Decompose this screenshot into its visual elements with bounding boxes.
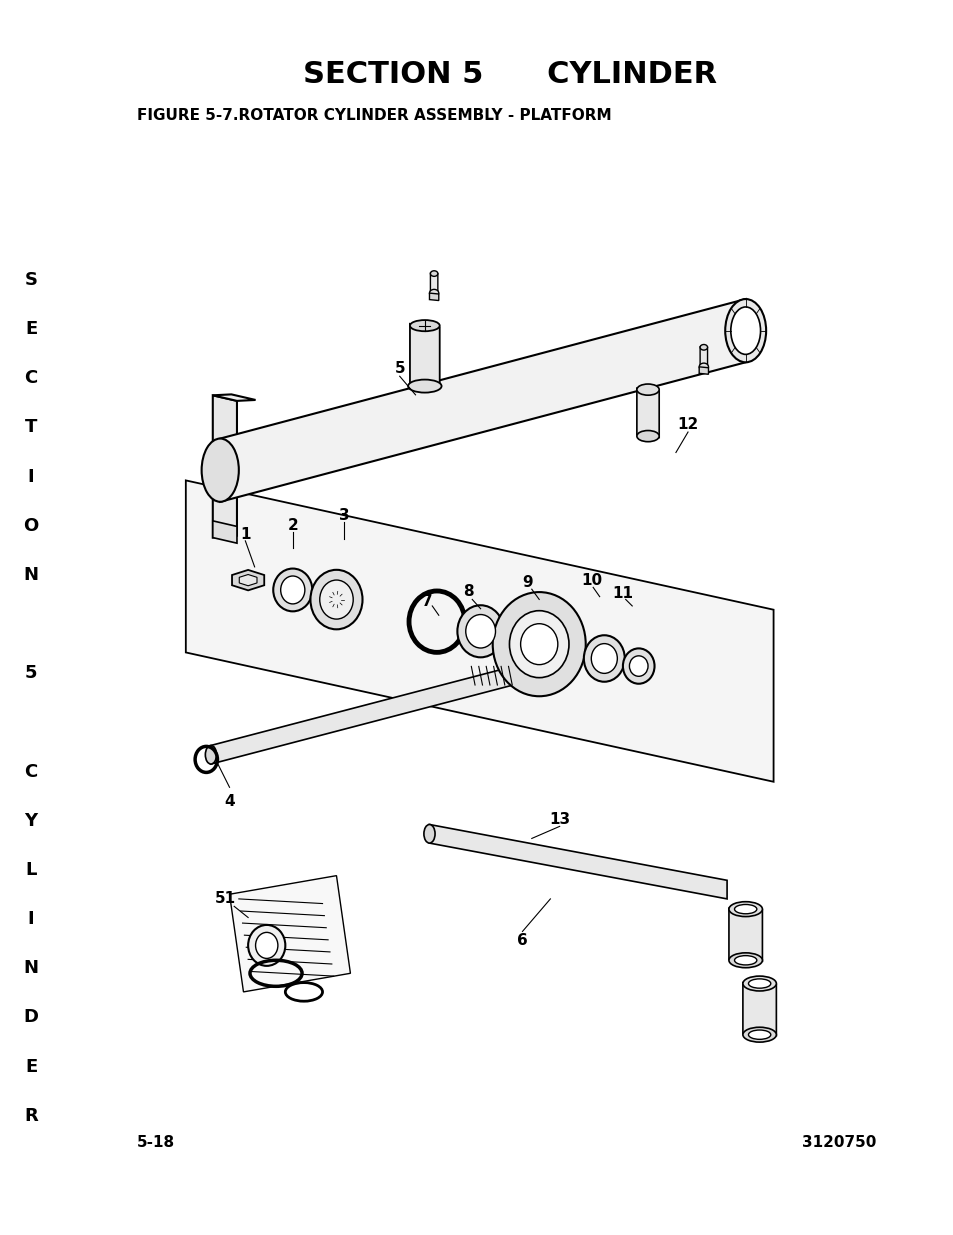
Text: 5: 5: [25, 664, 37, 682]
Ellipse shape: [429, 289, 438, 296]
Ellipse shape: [637, 384, 659, 395]
Text: I: I: [28, 468, 34, 485]
Ellipse shape: [748, 979, 770, 988]
Polygon shape: [211, 667, 513, 764]
Text: E: E: [25, 1057, 37, 1076]
Text: 1: 1: [240, 527, 251, 542]
Text: N: N: [24, 960, 38, 977]
Text: SECTION 5      CYLINDER: SECTION 5 CYLINDER: [303, 61, 717, 89]
Ellipse shape: [622, 648, 654, 684]
Text: S: S: [25, 270, 37, 289]
Ellipse shape: [730, 308, 760, 354]
Text: T: T: [25, 419, 37, 436]
Ellipse shape: [520, 624, 558, 664]
Ellipse shape: [734, 956, 756, 965]
Ellipse shape: [408, 379, 441, 393]
Text: L: L: [26, 861, 36, 879]
Polygon shape: [232, 569, 264, 590]
Text: 8: 8: [463, 584, 474, 599]
Ellipse shape: [430, 270, 437, 277]
Text: R: R: [24, 1107, 38, 1125]
Ellipse shape: [591, 643, 617, 673]
Text: FIGURE 5-7.ROTATOR CYLINDER ASSEMBLY - PLATFORM: FIGURE 5-7.ROTATOR CYLINDER ASSEMBLY - P…: [136, 109, 611, 124]
Ellipse shape: [423, 825, 435, 844]
Ellipse shape: [629, 656, 647, 677]
Polygon shape: [429, 293, 438, 300]
Text: Y: Y: [25, 811, 37, 830]
Text: C: C: [25, 369, 37, 388]
Text: 6: 6: [517, 934, 527, 948]
Text: 13: 13: [549, 813, 570, 827]
Text: I: I: [28, 910, 34, 927]
Polygon shape: [637, 388, 659, 437]
Text: 10: 10: [581, 573, 602, 588]
Ellipse shape: [509, 610, 568, 678]
Polygon shape: [213, 521, 236, 543]
Polygon shape: [213, 395, 236, 537]
Text: 3: 3: [338, 509, 349, 524]
Ellipse shape: [742, 976, 776, 990]
Polygon shape: [186, 480, 773, 782]
Ellipse shape: [255, 932, 277, 958]
Polygon shape: [239, 574, 256, 585]
Text: 5-18: 5-18: [136, 1135, 174, 1150]
Ellipse shape: [583, 635, 624, 682]
Ellipse shape: [748, 1030, 770, 1040]
Ellipse shape: [492, 592, 585, 697]
Polygon shape: [700, 346, 707, 367]
Ellipse shape: [456, 605, 503, 657]
Ellipse shape: [280, 576, 305, 604]
Polygon shape: [429, 825, 726, 899]
Ellipse shape: [700, 345, 707, 350]
Ellipse shape: [742, 1028, 776, 1042]
Polygon shape: [213, 394, 255, 401]
Polygon shape: [728, 908, 761, 961]
Polygon shape: [742, 983, 776, 1036]
Ellipse shape: [734, 904, 756, 914]
Ellipse shape: [465, 615, 495, 648]
Text: 51: 51: [214, 892, 235, 906]
Text: 7: 7: [422, 594, 433, 609]
Polygon shape: [230, 876, 350, 992]
Text: 2: 2: [287, 517, 298, 532]
Polygon shape: [430, 273, 437, 293]
Text: O: O: [24, 516, 38, 535]
Ellipse shape: [205, 746, 216, 764]
Text: N: N: [24, 566, 38, 584]
Ellipse shape: [728, 902, 761, 916]
Polygon shape: [410, 324, 439, 388]
Text: E: E: [25, 320, 37, 338]
Ellipse shape: [273, 568, 312, 611]
Ellipse shape: [319, 580, 353, 619]
Text: 12: 12: [677, 417, 698, 432]
Text: 3120750: 3120750: [801, 1135, 875, 1150]
Polygon shape: [220, 299, 745, 501]
Ellipse shape: [724, 299, 765, 362]
Text: D: D: [24, 1008, 38, 1026]
Ellipse shape: [201, 438, 238, 501]
Ellipse shape: [728, 953, 761, 968]
Ellipse shape: [699, 363, 708, 370]
Text: 11: 11: [612, 587, 633, 601]
Ellipse shape: [410, 320, 439, 331]
Ellipse shape: [248, 925, 285, 966]
Text: C: C: [25, 762, 37, 781]
Ellipse shape: [637, 431, 659, 442]
Text: 5: 5: [394, 362, 405, 377]
Polygon shape: [699, 367, 708, 374]
Text: 9: 9: [521, 576, 532, 590]
Text: 4: 4: [224, 794, 234, 809]
Ellipse shape: [310, 569, 362, 630]
